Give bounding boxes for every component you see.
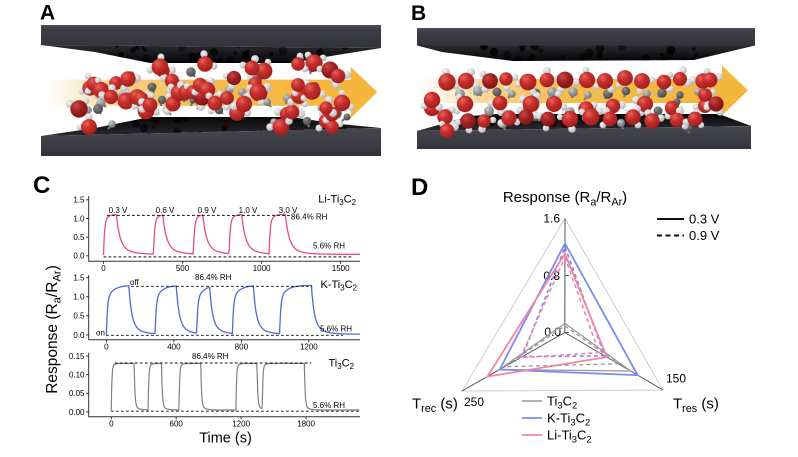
svg-text:86.4% RH: 86.4% RH: [192, 352, 229, 361]
svg-text:5.6% RH: 5.6% RH: [313, 401, 345, 410]
svg-text:86.4% RH: 86.4% RH: [195, 273, 232, 282]
svg-text:1200: 1200: [300, 342, 318, 351]
svg-text:0.5: 0.5: [73, 312, 85, 321]
svg-text:1.0: 1.0: [73, 214, 85, 223]
svg-text:C: C: [33, 172, 50, 199]
svg-text:0.6 V: 0.6 V: [156, 206, 175, 215]
svg-text:Li-Ti3C2: Li-Ti3C2: [318, 194, 356, 207]
svg-text:5.6% RH: 5.6% RH: [320, 325, 352, 334]
svg-text:600: 600: [170, 419, 184, 428]
svg-text:B: B: [411, 2, 426, 25]
svg-text:1.6: 1.6: [543, 212, 560, 226]
svg-text:0.0: 0.0: [73, 331, 85, 340]
svg-text:1.5: 1.5: [73, 274, 85, 283]
svg-text:1.0 V: 1.0 V: [239, 206, 258, 215]
svg-text:0: 0: [109, 419, 114, 428]
svg-text:150: 150: [666, 372, 686, 386]
svg-text:800: 800: [235, 342, 249, 351]
svg-text:0.9 V: 0.9 V: [198, 206, 217, 215]
svg-text:0.5: 0.5: [73, 233, 85, 242]
svg-text:K-Ti3C2: K-Ti3C2: [547, 411, 590, 428]
svg-text:1.0: 1.0: [73, 293, 85, 302]
svg-text:off: off: [130, 278, 140, 287]
svg-text:Time (s): Time (s): [199, 431, 252, 447]
svg-text:0.9 V: 0.9 V: [689, 228, 720, 243]
svg-text:1000: 1000: [253, 264, 271, 273]
svg-text:0.10: 0.10: [69, 371, 85, 380]
svg-text:0.05: 0.05: [69, 389, 85, 398]
svg-text:0: 0: [104, 342, 109, 351]
svg-text:Response (Ra/RAr): Response (Ra/RAr): [44, 265, 63, 394]
svg-text:86.4% RH: 86.4% RH: [291, 212, 328, 221]
svg-text:K-Ti3C2: K-Ti3C2: [321, 279, 358, 292]
svg-text:on: on: [96, 329, 105, 338]
svg-text:500: 500: [176, 264, 190, 273]
svg-text:0.0: 0.0: [73, 252, 85, 261]
svg-text:1.5: 1.5: [73, 196, 85, 205]
svg-text:0.3 V: 0.3 V: [689, 212, 720, 227]
svg-text:250: 250: [464, 395, 484, 409]
svg-text:5.6% RH: 5.6% RH: [313, 242, 345, 251]
svg-text:D: D: [411, 174, 428, 201]
svg-text:1800: 1800: [297, 419, 315, 428]
svg-text:1200: 1200: [232, 419, 250, 428]
svg-text:Li-Ti3C2: Li-Ti3C2: [547, 428, 592, 445]
svg-text:1500: 1500: [332, 264, 350, 273]
svg-text:A: A: [40, 2, 55, 25]
svg-text:0.15: 0.15: [69, 352, 85, 361]
svg-text:0.00: 0.00: [69, 408, 85, 417]
svg-text:0: 0: [101, 264, 106, 273]
svg-text:0.3 V: 0.3 V: [109, 206, 128, 215]
svg-text:400: 400: [167, 342, 181, 351]
svg-text:Response (Ra/RAr): Response (Ra/RAr): [503, 189, 627, 208]
